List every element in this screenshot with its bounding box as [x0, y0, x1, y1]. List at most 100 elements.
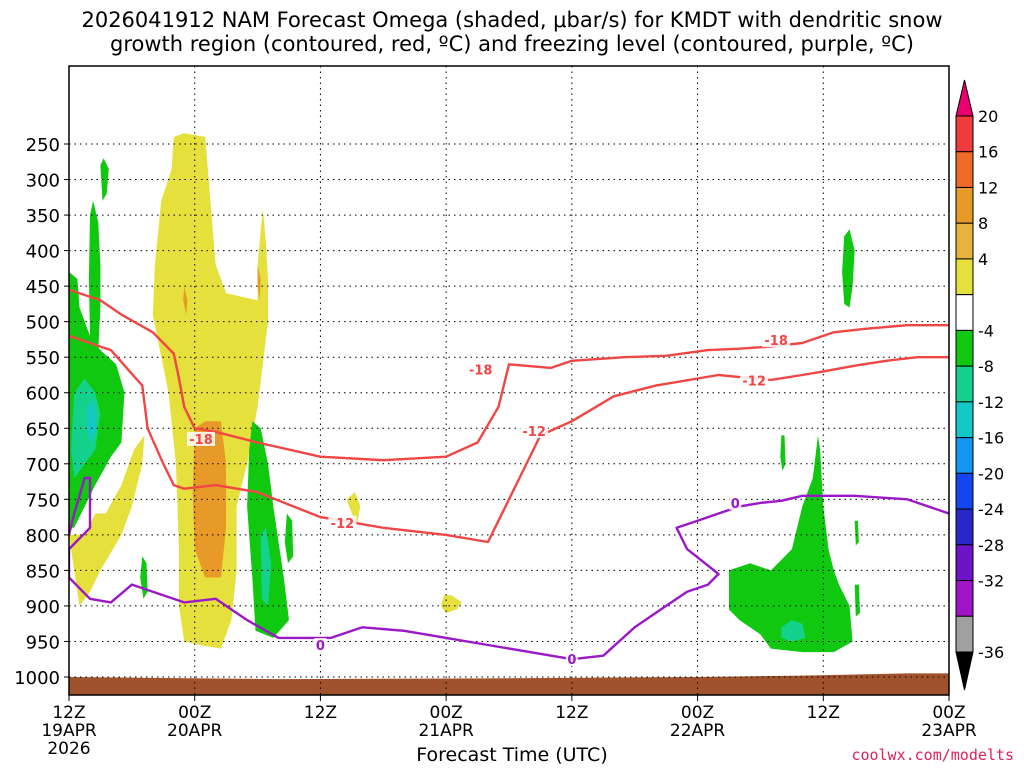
omega-region-4: [440, 595, 462, 613]
y-tick-label: 350: [26, 206, 60, 227]
colorbar-box: [955, 222, 974, 260]
omega-region-8: [257, 264, 261, 301]
colorbar-box: [955, 472, 974, 510]
colorbar-label: 20: [978, 107, 998, 126]
colorbar-box: [955, 365, 974, 403]
colorbar-box: [955, 258, 974, 296]
dgz-bottom-contour: [69, 334, 949, 544]
chart-title-line1: 2026041912 NAM Forecast Omega (shaded, μ…: [81, 8, 943, 32]
omega-region-neg4: [780, 435, 786, 471]
colorbar-label: -20: [978, 464, 1004, 483]
omega-region-neg8: [260, 527, 272, 606]
contour-label: -12: [331, 517, 355, 532]
omega-region-4: [69, 435, 145, 606]
x-tick-label: 12Z: [555, 703, 588, 723]
colorbar-label: 16: [978, 143, 998, 162]
colorbar-box: [955, 508, 974, 546]
contour-label: 0: [316, 639, 325, 654]
contour-label: -12: [522, 425, 546, 440]
colorbar-label: 8: [978, 214, 988, 233]
plot-frame: [68, 65, 950, 696]
colorbar-box: [955, 186, 974, 224]
y-tick-label: 250: [26, 135, 60, 156]
omega-region-neg4: [247, 421, 289, 638]
colorbar-label: -36: [978, 643, 1004, 662]
contour-label: 0: [731, 497, 740, 512]
colorbar-legend: 20 16 12 8 4 -4 -8 -12 -16 -20 -24 -28 -32 -36: [955, 79, 1004, 691]
omega-region-neg4: [854, 520, 859, 546]
y-tick-label: 900: [26, 597, 60, 618]
contour-label-bg: [187, 431, 215, 446]
y-tick-label: 400: [26, 242, 60, 263]
colorbar-label: 12: [978, 178, 998, 197]
chart-title-line2: growth region (contoured, red, ºC) and f…: [110, 32, 914, 56]
y-tick-label: 850: [26, 561, 60, 582]
x-tick-label: 2026: [47, 739, 90, 759]
y-tick-label: 500: [26, 313, 60, 334]
contour-label: -18: [189, 433, 213, 448]
omega-region-4: [152, 133, 268, 649]
omega-region-4: [346, 492, 361, 525]
omega-region-neg4: [729, 435, 853, 653]
omega-region-neg4: [842, 229, 855, 308]
contour-label: -18: [469, 363, 493, 378]
colorbar-label: -32: [978, 572, 1004, 591]
y-tick-label: 450: [26, 277, 60, 298]
y-tick-label: 300: [26, 171, 60, 192]
credit-text: coolwx.com/modelts: [851, 746, 1014, 764]
x-tick-label: 23APR: [921, 721, 977, 741]
colorbar-label: -28: [978, 536, 1004, 555]
y-tick-label: 600: [26, 384, 60, 405]
colorbar-box: [955, 294, 974, 331]
y-tick-label: 1000: [14, 668, 60, 689]
colorbar-arrow-bottom: [955, 651, 974, 691]
y-tick-label: 800: [26, 526, 60, 547]
colorbar-label: 4: [978, 250, 988, 269]
contour-label-bg: [729, 495, 742, 510]
omega-region-neg4: [854, 584, 860, 617]
x-tick-label: 12Z: [52, 703, 85, 723]
colorbar-box: [955, 615, 974, 653]
contour-label-bg: [565, 652, 578, 667]
y-axis: 250 300 350 400 450 500 550 600 650 700 750 800 850 9…: [14, 135, 69, 689]
x-axis-title: Forecast Time (UTC): [416, 744, 608, 766]
contour-label-bg: [314, 638, 327, 653]
omega-region-neg4: [100, 158, 109, 201]
colorbar-box: [955, 580, 974, 617]
x-tick-label: 00Z: [430, 703, 463, 723]
x-tick-label: 12Z: [807, 703, 840, 723]
contour-label: -18: [764, 334, 788, 349]
contour-label: 0: [567, 653, 576, 668]
omega-region-neg4: [140, 556, 148, 599]
y-tick-label: 750: [26, 490, 60, 511]
x-tick-label: 00Z: [178, 703, 211, 723]
colorbar-box: [955, 544, 974, 582]
colorbar-box: [955, 151, 974, 188]
x-tick-label: 00Z: [932, 703, 965, 723]
contour-label-bg: [466, 362, 495, 377]
colorbar-box: [955, 329, 974, 367]
omega-region-neg4: [88, 200, 101, 365]
x-tick-label: 12Z: [304, 703, 337, 723]
y-tick-label: 650: [26, 419, 60, 440]
terrain-ground: [69, 673, 949, 695]
x-tick-label: 20APR: [167, 721, 223, 741]
colorbar-box: [955, 401, 974, 439]
contour-label-bg: [762, 333, 791, 348]
y-tick-label: 550: [26, 348, 60, 369]
colorbar-box: [955, 437, 974, 474]
colorbar-arrow-top: [955, 79, 974, 117]
x-tick-label: 21APR: [418, 721, 474, 741]
colorbar-label: -12: [978, 393, 1004, 412]
colorbar-label: -16: [978, 429, 1004, 448]
x-tick-label: 22APR: [670, 721, 726, 741]
contour-label: -12: [742, 375, 766, 390]
omega-region-neg8: [781, 620, 806, 642]
colorbar-label: -24: [978, 500, 1004, 519]
omega-shading: [69, 133, 860, 653]
colorbar-box: [955, 115, 974, 153]
contour-label-bg: [328, 515, 357, 530]
x-tick-label: 19APR: [41, 721, 97, 741]
contour-label-bg: [740, 373, 769, 388]
